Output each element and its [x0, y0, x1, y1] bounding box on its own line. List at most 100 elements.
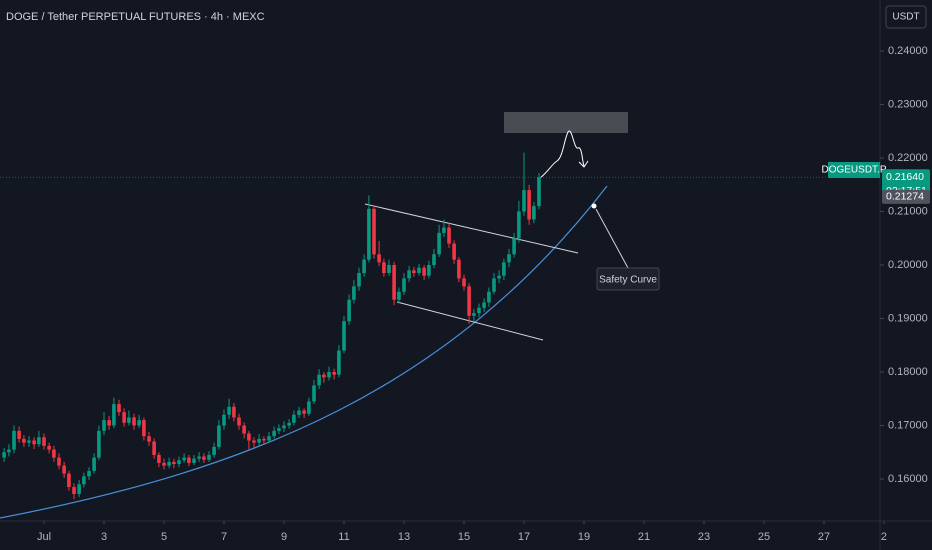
- candle-body: [437, 232, 441, 255]
- candle-body: [342, 321, 346, 351]
- candle-body: [387, 264, 391, 274]
- candle-body: [517, 211, 521, 239]
- y-tick-label: 0.22000: [888, 152, 928, 164]
- candle-body: [72, 487, 76, 494]
- candle-body: [527, 190, 531, 220]
- candle-body: [32, 440, 36, 445]
- safety-curve: [0, 185, 608, 519]
- candle-body: [222, 414, 226, 426]
- candle-body: [512, 238, 516, 255]
- x-tick-label: Jul: [37, 531, 51, 543]
- callout-text: Safety Curve: [599, 275, 657, 286]
- candle-body: [17, 430, 21, 439]
- candle-body: [272, 430, 276, 437]
- candle-body: [467, 286, 471, 316]
- candle-body: [327, 371, 331, 378]
- candle-body: [217, 425, 221, 447]
- candle-body: [157, 454, 161, 463]
- curve-point: [591, 203, 597, 209]
- candle-body: [507, 254, 511, 263]
- curve-price-label: 0.21274: [886, 191, 924, 203]
- candle-body: [227, 406, 231, 415]
- channel-lower: [396, 301, 544, 341]
- candle-body: [92, 457, 96, 471]
- candle-body: [117, 404, 121, 413]
- candle-body: [267, 436, 271, 441]
- candle-body: [397, 291, 401, 300]
- candle-body: [432, 254, 436, 265]
- target-zone: [504, 112, 628, 133]
- channel-upper: [364, 203, 579, 254]
- candle-body: [82, 476, 86, 485]
- currency-label: USDT: [892, 12, 919, 23]
- y-tick-label: 0.18000: [888, 366, 928, 378]
- candle-body: [442, 227, 446, 233]
- candle-body: [537, 177, 541, 207]
- candle-body: [27, 440, 31, 443]
- candle-body: [122, 412, 126, 423]
- x-tick-label: 13: [398, 531, 410, 543]
- candle-body: [77, 484, 81, 494]
- candle-body: [487, 291, 491, 303]
- callout-line: [595, 208, 629, 269]
- candle-body: [2, 452, 6, 458]
- candle-body: [482, 302, 486, 308]
- candle-body: [7, 449, 11, 453]
- candle-body: [492, 278, 496, 292]
- candle-body: [152, 441, 156, 455]
- x-tick-label: 7: [221, 531, 227, 543]
- candle-body: [22, 438, 26, 443]
- x-tick-label: 2: [881, 531, 887, 543]
- symbol-label: DOGEUSDT.P: [821, 165, 886, 176]
- candle-body: [462, 278, 466, 287]
- curve-price-tag: [882, 189, 930, 204]
- candle-body: [252, 440, 256, 443]
- x-tick-label: 17: [518, 531, 530, 543]
- x-tick-label: 5: [161, 531, 167, 543]
- callout-box: [596, 267, 660, 291]
- candle-body: [197, 456, 201, 459]
- candle-body: [352, 286, 356, 300]
- candle-body: [302, 410, 306, 414]
- candle-body: [212, 446, 216, 455]
- candle-body: [147, 436, 151, 442]
- candle-body: [42, 437, 46, 446]
- x-tick-label: 27: [818, 531, 830, 543]
- currency-box: [885, 5, 927, 29]
- candle-body: [382, 262, 386, 274]
- candle-body: [472, 313, 476, 316]
- y-tick-label: 0.21000: [888, 205, 928, 217]
- candle-body: [452, 243, 456, 260]
- x-tick-label: 21: [638, 531, 650, 543]
- candle-body: [232, 406, 236, 418]
- candle-body: [287, 422, 291, 426]
- candle-body: [247, 433, 251, 441]
- candle-body: [52, 449, 56, 458]
- y-tick-label: 0.16000: [888, 473, 928, 485]
- candle-body: [372, 208, 376, 255]
- candle-body: [47, 445, 51, 450]
- candle-body: [282, 425, 286, 429]
- candle-body: [187, 457, 191, 463]
- candle-body: [447, 227, 451, 244]
- candle-body: [497, 275, 501, 279]
- candle-body: [162, 462, 166, 466]
- x-tick-label: 11: [338, 531, 349, 543]
- candle-body: [357, 273, 361, 287]
- candle-body: [142, 420, 146, 437]
- candle-body: [182, 457, 186, 461]
- candle-body: [177, 460, 181, 465]
- candle-body: [242, 425, 246, 434]
- candle-body: [417, 267, 421, 274]
- candle-body: [167, 461, 171, 466]
- marks: [2, 152, 541, 500]
- candle-body: [137, 420, 141, 426]
- candle-body: [102, 420, 106, 431]
- candle-body: [97, 430, 101, 458]
- candle-body: [257, 438, 261, 443]
- chart-title: DOGE / Tether PERPETUAL FUTURES · 4h · M…: [6, 11, 265, 23]
- candle-body: [202, 456, 206, 460]
